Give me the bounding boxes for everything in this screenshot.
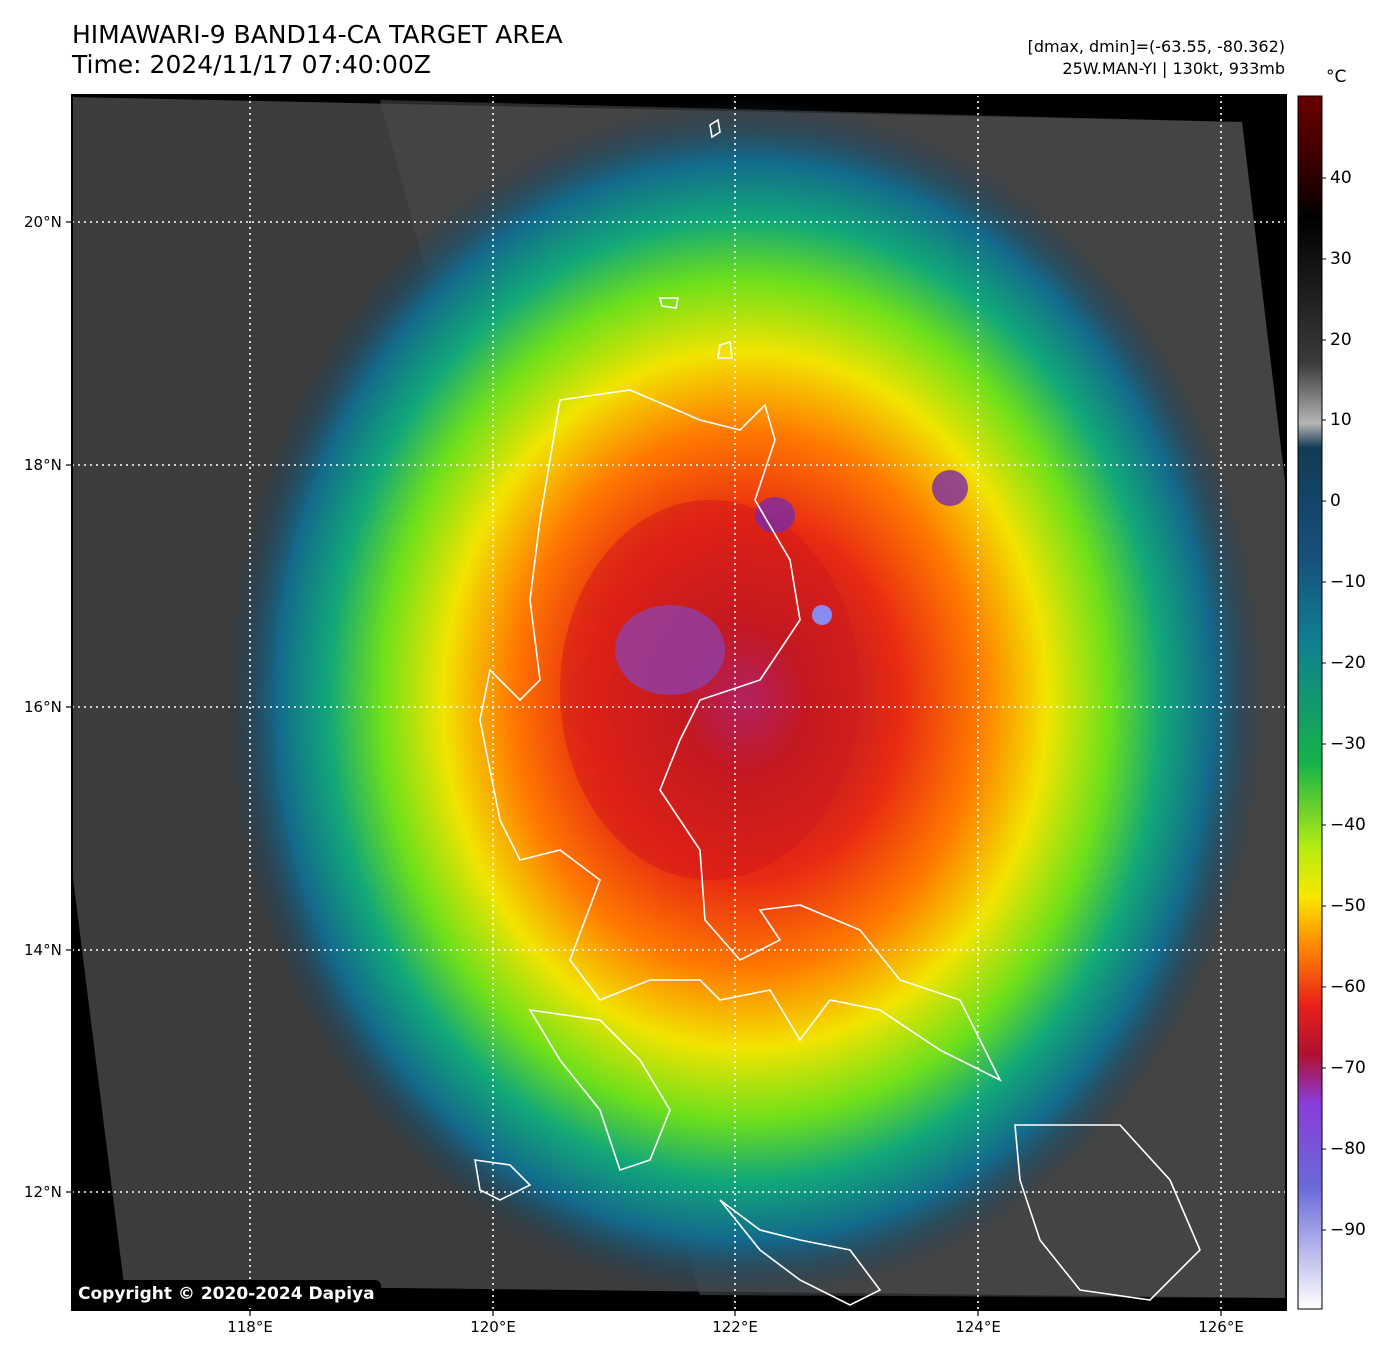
colorbar-tick-label: −50	[1330, 896, 1366, 916]
graticule	[72, 95, 1286, 1310]
map-border	[71, 94, 1287, 1311]
colorbar-tick-label: 0	[1330, 491, 1341, 511]
eyewall-region	[560, 500, 860, 880]
convective-cell	[812, 605, 832, 625]
copyright-label: Copyright © 2020-2024 Dapiya	[72, 1280, 381, 1308]
panay-coastline	[719, 1199, 882, 1306]
colorbar-tick-label: −60	[1330, 977, 1366, 997]
x-tick-label: 120°E	[470, 1318, 516, 1336]
northern-islands	[658, 118, 733, 359]
cold-cloud-top	[615, 605, 725, 695]
calamian-coastline	[474, 1159, 532, 1201]
x-tick-label: 126°E	[1198, 1318, 1244, 1336]
colorbar-tick-label: −20	[1330, 653, 1366, 673]
map-title: HIMAWARI-9 BAND14-CA TARGET AREA Time: 2…	[72, 20, 563, 80]
colorbar-tick-label: 40	[1330, 168, 1352, 188]
colorbar	[1297, 95, 1323, 1310]
title-line-2: Time: 2024/11/17 07:40:00Z	[72, 50, 431, 79]
convective-cell	[932, 470, 968, 506]
y-tick-label: 14°N	[24, 941, 62, 959]
x-tick-label: 122°E	[712, 1318, 758, 1336]
colorbar-tick-label: −90	[1330, 1220, 1366, 1240]
y-tick-label: 18°N	[24, 456, 62, 474]
storm-info: [dmax, dmin]=(-63.55, -80.362) 25W.MAN-Y…	[1028, 36, 1285, 80]
colorbar-unit: °C	[1326, 67, 1347, 87]
y-tick-label: 20°N	[24, 213, 62, 231]
convective-cell	[755, 497, 795, 533]
colorbar-tick-label: 10	[1330, 410, 1352, 430]
y-tick-label: 12°N	[24, 1183, 62, 1201]
colorbar-tick-label: 30	[1330, 249, 1352, 269]
storm-intensity-label: 25W.MAN-YI | 130kt, 933mb	[1062, 59, 1285, 78]
title-line-1: HIMAWARI-9 BAND14-CA TARGET AREA	[72, 20, 563, 49]
dmax-dmin-label: [dmax, dmin]=(-63.55, -80.362)	[1027, 37, 1285, 56]
colorbar-tick-label: −70	[1330, 1058, 1366, 1078]
mindoro-coastline	[528, 1008, 671, 1172]
colorbar-tick-label: −30	[1330, 734, 1366, 754]
colorbar-tick-label: 20	[1330, 330, 1352, 350]
luzon-coastline	[479, 389, 1002, 1082]
colorbar-tick-label: −80	[1330, 1139, 1366, 1159]
y-tick-marks	[66, 221, 72, 1193]
y-tick-label: 16°N	[24, 698, 62, 716]
colorbar-tick-label: −10	[1330, 572, 1366, 592]
x-tick-label: 118°E	[227, 1318, 273, 1336]
x-tick-marks	[249, 1310, 1222, 1316]
colorbar-ticks	[1322, 177, 1326, 1231]
x-tick-label: 124°E	[955, 1318, 1001, 1336]
samar-coastline	[1014, 1124, 1201, 1301]
colorbar-tick-label: −40	[1330, 815, 1366, 835]
